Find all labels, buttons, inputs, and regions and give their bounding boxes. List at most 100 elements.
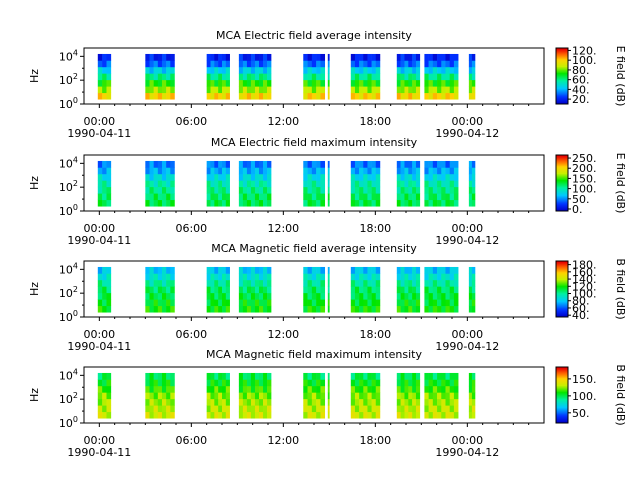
spectrogram-cell (106, 60, 112, 68)
colorbar-tick-label: 100. (572, 390, 597, 403)
spectrogram-cell (145, 379, 150, 387)
spectrogram-cell (471, 299, 476, 307)
spectrogram-cell (359, 173, 364, 181)
spectrogram-cell (263, 372, 268, 380)
spectrogram-cell (222, 398, 227, 406)
colorbar-frame (555, 154, 569, 212)
spectrogram-cell (222, 66, 227, 74)
spectrogram-cell (153, 92, 159, 100)
colorbar-strip (556, 73, 568, 76)
spectrogram-cell (367, 86, 372, 94)
spectrogram-cell (441, 66, 446, 74)
spectrogram-cell (432, 53, 438, 61)
spectrogram-cell (424, 53, 429, 61)
spectrogram-cell (210, 66, 215, 74)
spectrogram-cell (415, 405, 421, 413)
colorbar-strip (556, 263, 568, 265)
colorbar-strip (556, 377, 568, 380)
spectrogram-cell (428, 392, 434, 400)
spectrogram-cell (263, 167, 268, 175)
spectrogram-cell (166, 66, 171, 74)
spectrogram-cell (468, 286, 473, 294)
spectrogram-cell (375, 92, 381, 100)
spectrogram-cell (404, 392, 409, 400)
spectrogram-cell (153, 273, 159, 281)
spectrogram-cell (102, 305, 107, 313)
colorbar-label: B field (dB) (614, 364, 627, 425)
spectrogram-cell (428, 273, 434, 281)
spectrogram-cell (153, 167, 159, 175)
colorbar-tick-label: 100. (572, 183, 597, 196)
spectrogram-cell (246, 392, 252, 400)
spectrogram-cell (250, 411, 256, 419)
colorbar-strip (556, 369, 568, 371)
spectrogram-cell (145, 279, 150, 287)
spectrogram-cell (424, 79, 429, 87)
spectrogram-cell (453, 266, 459, 274)
spectrogram-cell (412, 173, 417, 181)
spectrogram-cell (210, 60, 215, 68)
spectrogram-cell (250, 86, 256, 94)
spectrogram-cell (311, 160, 317, 168)
spectrogram-cell (371, 372, 377, 380)
panel-3: MCA Magnetic field average intensity1001… (28, 242, 627, 353)
spectrogram-cell (153, 379, 159, 387)
spectrogram-cell (149, 60, 154, 68)
spectrogram-cell (311, 266, 317, 274)
spectrogram-cell (367, 53, 372, 61)
spectrogram-cell (242, 160, 248, 168)
spectrogram-cell (206, 273, 211, 281)
spectrogram-cell (246, 186, 252, 194)
spectrogram-cell (453, 66, 459, 74)
y-tick-label: 100 (59, 415, 78, 430)
spectrogram-cell (206, 199, 211, 207)
spectrogram-cell (432, 385, 438, 393)
spectrogram-cell (363, 66, 368, 74)
spectrogram-cell (258, 279, 264, 287)
spectrogram-cell (214, 405, 219, 413)
spectrogram-cell (396, 411, 401, 419)
spectrogram-cell (375, 292, 381, 300)
colorbar-strip (556, 99, 568, 101)
spectrogram-cell (428, 66, 434, 74)
spectrogram-cell (250, 405, 256, 413)
colorbar-strip (556, 286, 568, 289)
spectrogram-cell (218, 279, 223, 287)
spectrogram-cell (320, 292, 326, 300)
spectrogram-cell (206, 299, 211, 307)
spectrogram-cell (145, 86, 150, 94)
spectrogram-cell (354, 193, 360, 201)
spectrogram-cell (102, 79, 107, 87)
y-tick-label: 102 (59, 72, 78, 87)
spectrogram-cell (415, 398, 421, 406)
spectrogram-cell (170, 279, 175, 287)
spectrogram-cell (97, 372, 103, 380)
spectrogram-cell (153, 186, 159, 194)
spectrogram-cell (437, 398, 442, 406)
spectrogram-cell (400, 60, 405, 68)
spectrogram-cell (363, 73, 368, 81)
spectrogram-cell (307, 66, 313, 74)
spectrogram-cell (400, 286, 405, 294)
spectrogram-cell (161, 405, 167, 413)
spectrogram-cell (327, 193, 330, 201)
colorbar-strip (556, 306, 568, 309)
spectrogram-cell (412, 180, 417, 188)
spectrogram-cell (206, 305, 211, 313)
spectrogram-cell (354, 73, 360, 81)
colorbar-strip (556, 379, 568, 382)
spectrogram-cell (267, 372, 272, 380)
spectrogram-cell (214, 273, 219, 281)
colorbar-strip (556, 197, 568, 199)
spectrogram-cell (404, 279, 409, 287)
spectrogram-cell (153, 86, 159, 94)
spectrogram-cell (471, 273, 476, 281)
spectrogram-cell (471, 266, 476, 274)
spectrogram-cell (106, 398, 112, 406)
spectrogram-cell (206, 160, 211, 168)
spectrogram-cell (375, 180, 381, 188)
spectrogram-cell (437, 53, 442, 61)
spectrogram-cell (254, 266, 260, 274)
spectrogram-cell (375, 305, 381, 313)
spectrogram-cell (218, 379, 223, 387)
